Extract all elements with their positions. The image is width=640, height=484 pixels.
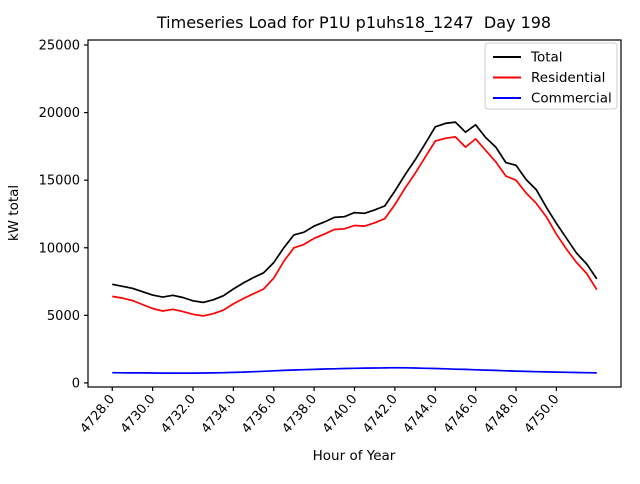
x-tick-label: 4746.0 (441, 392, 482, 436)
legend-label-total: Total (530, 50, 563, 66)
x-tick-label: 4738.0 (279, 392, 320, 436)
y-tick-label: 0 (72, 376, 80, 391)
x-tick-label: 4742.0 (360, 392, 401, 436)
x-tick-label: 4750.0 (522, 392, 563, 436)
y-tick-label: 10000 (39, 241, 80, 256)
y-tick-label: 15000 (39, 174, 80, 189)
x-tick-label: 4740.0 (320, 392, 361, 436)
series-line-residential (112, 136, 598, 317)
x-tick-label: 4748.0 (481, 392, 522, 436)
series-line-total (112, 121, 598, 304)
y-tick-label: 25000 (39, 39, 80, 54)
legend-label-commercial: Commercial (531, 91, 612, 107)
y-axis-label: kW total (6, 185, 22, 241)
y-tick-label: 5000 (47, 309, 80, 324)
x-axis-ticks: 4728.0 4730.0 4732.0 4734.0 4736.0 4738.0 4740… (78, 387, 563, 436)
chart-title: Timeseries Load for P1U p1uhs18_1247 Day… (156, 13, 551, 33)
x-tick-label: 4734.0 (199, 392, 240, 436)
y-tick-label: 20000 (39, 106, 80, 121)
y-axis-ticks: 0 5000 10000 15000 20000 25000 (39, 39, 88, 391)
legend-frame (484, 42, 618, 110)
legend-label-residential: Residential (531, 70, 605, 86)
series-line-commercial (112, 366, 597, 374)
axes-border (87, 39, 622, 388)
x-axis-label: Hour of Year (313, 448, 396, 464)
x-tick-label: 4728.0 (78, 392, 119, 436)
x-tick-label: 4730.0 (118, 392, 159, 436)
x-tick-label: 4732.0 (158, 392, 199, 436)
x-tick-label: 4744.0 (401, 392, 442, 436)
legend: Total Residential Commercial (484, 42, 618, 110)
x-tick-label: 4736.0 (239, 392, 280, 436)
series-lines (112, 121, 598, 374)
